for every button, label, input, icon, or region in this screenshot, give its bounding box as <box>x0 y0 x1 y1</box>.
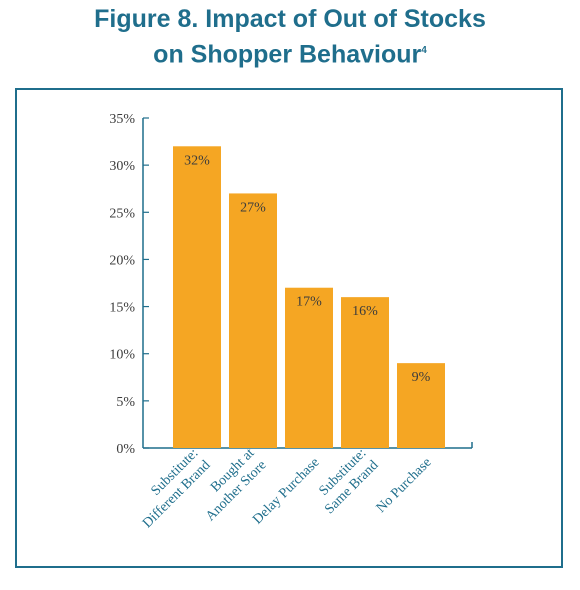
y-tick-label-0: 0% <box>116 442 135 457</box>
chart-frame <box>15 88 563 568</box>
y-tick-label-30: 30% <box>109 159 135 174</box>
footnote-superscript: 4 <box>421 45 427 56</box>
category-label-4: No Purchase <box>374 455 435 516</box>
chart-title-line-1: Figure 8. Impact of Out of Stocks <box>94 5 486 33</box>
data-label-0: 32% <box>184 153 210 168</box>
bar-0 <box>173 146 221 449</box>
category-label-3: Substitute:Same Brand <box>310 446 381 517</box>
bar-3 <box>341 297 389 448</box>
chart-title-line-2: on Shopper Behaviour4 <box>0 35 580 70</box>
data-label-4: 9% <box>412 370 431 385</box>
y-tick-label-5: 5% <box>116 395 135 410</box>
y-tick-label-10: 10% <box>109 348 135 363</box>
y-tick-label-25: 25% <box>109 206 135 221</box>
bar-2 <box>285 287 333 448</box>
data-label-1: 27% <box>240 200 266 215</box>
chart-title: Figure 8. Impact of Out of Stocks on Sho… <box>0 4 580 70</box>
category-label-4-line-0: No Purchase <box>374 455 435 516</box>
y-tick-label-15: 15% <box>109 301 135 316</box>
bar-1 <box>229 193 277 448</box>
data-label-2: 17% <box>296 295 322 310</box>
y-tick-label-20: 20% <box>109 253 135 268</box>
category-label-0: Substitute:Different Brand <box>128 446 213 531</box>
y-tick-label-35: 35% <box>109 112 135 127</box>
chart-title-line-2-text: on Shopper Behaviour <box>153 40 422 69</box>
data-label-3: 16% <box>352 304 378 319</box>
bar-4 <box>397 363 445 448</box>
